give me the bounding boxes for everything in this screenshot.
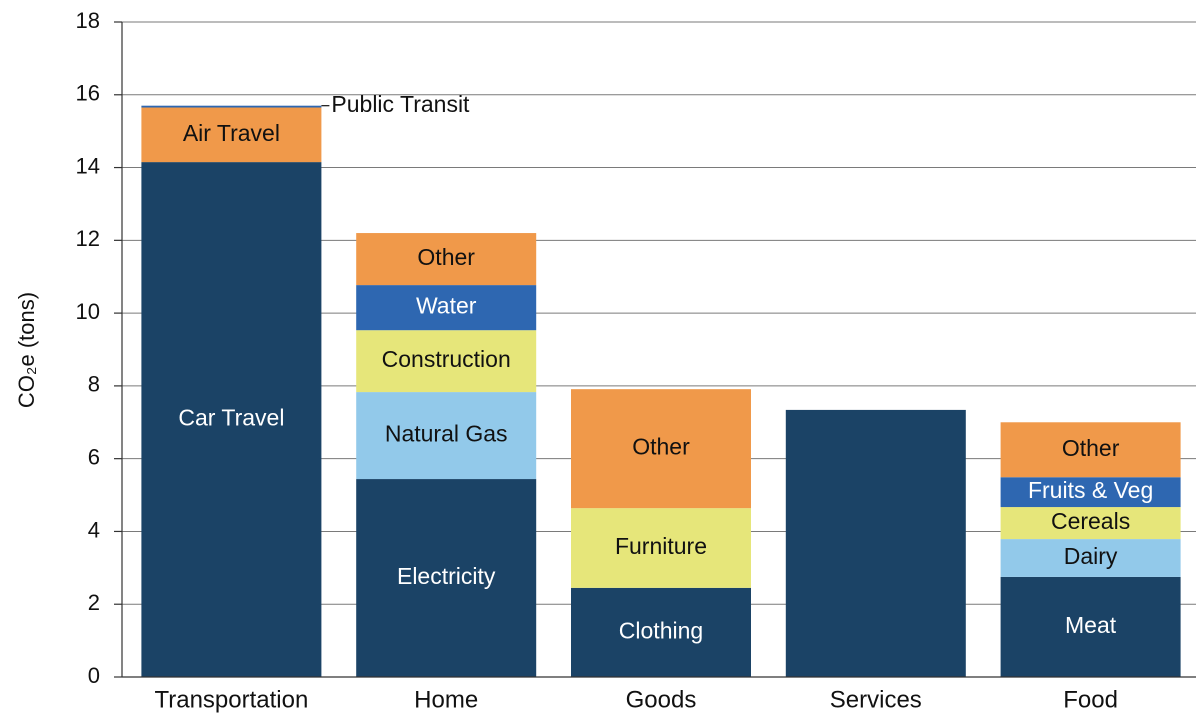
y-tick-label: 8 xyxy=(88,372,100,397)
x-tick-label: Home xyxy=(414,686,478,713)
y-tick-label: 10 xyxy=(76,299,100,324)
y-axis-label: CO₂e (tons) xyxy=(14,292,39,408)
bar-segment xyxy=(1000,576,1181,677)
x-tick-label: Services xyxy=(830,686,922,713)
segment-label: Car Travel xyxy=(178,405,284,431)
segment-label: Water xyxy=(416,293,477,319)
bar-segment xyxy=(1000,422,1181,478)
bar-segment xyxy=(571,389,751,509)
segment-label: Air Travel xyxy=(183,120,280,146)
segment-label: Fruits & Veg xyxy=(1028,477,1153,503)
segment-label: Clothing xyxy=(619,618,703,644)
segment-label: Other xyxy=(417,244,475,270)
segment-label: Other xyxy=(1062,435,1120,461)
x-tick-label: Transportation xyxy=(154,686,308,713)
bar-segment xyxy=(356,479,537,677)
segment-label: Natural Gas xyxy=(385,421,508,447)
bar-segment xyxy=(141,162,322,677)
bar-segment xyxy=(1000,477,1181,508)
x-tick-label: Goods xyxy=(626,686,697,713)
bar-segment xyxy=(356,392,537,480)
segment-label: Public Transit xyxy=(331,91,470,117)
bar-segment xyxy=(356,285,537,331)
bar-segment xyxy=(141,105,322,108)
segment-label: Other xyxy=(632,434,690,460)
bar-segment xyxy=(785,409,966,677)
bar-segment xyxy=(571,508,751,588)
bar-segment xyxy=(356,233,537,286)
bar-segment xyxy=(1000,539,1181,577)
y-tick-label: 4 xyxy=(88,517,100,542)
y-tick-label: 18 xyxy=(76,8,100,33)
y-tick-label: 2 xyxy=(88,590,100,615)
segment-label: Furniture xyxy=(615,533,707,559)
segment-label: Construction xyxy=(382,346,511,372)
x-tick-label: Food xyxy=(1063,686,1118,713)
y-tick-label: 16 xyxy=(76,81,100,106)
y-tick-label: 6 xyxy=(88,444,100,469)
bar-segment xyxy=(141,107,322,163)
bar-segment xyxy=(356,330,537,393)
segment-label: Dairy xyxy=(1064,543,1118,569)
bar-segment xyxy=(1000,507,1181,540)
segment-label: Meat xyxy=(1065,612,1117,638)
segment-label: Cereals xyxy=(1051,508,1130,534)
y-tick-label: 14 xyxy=(76,153,100,178)
bar-segment xyxy=(571,587,751,677)
y-tick-label: 12 xyxy=(76,226,100,251)
segment-label: Electricity xyxy=(397,563,496,589)
y-tick-label: 0 xyxy=(88,663,100,688)
